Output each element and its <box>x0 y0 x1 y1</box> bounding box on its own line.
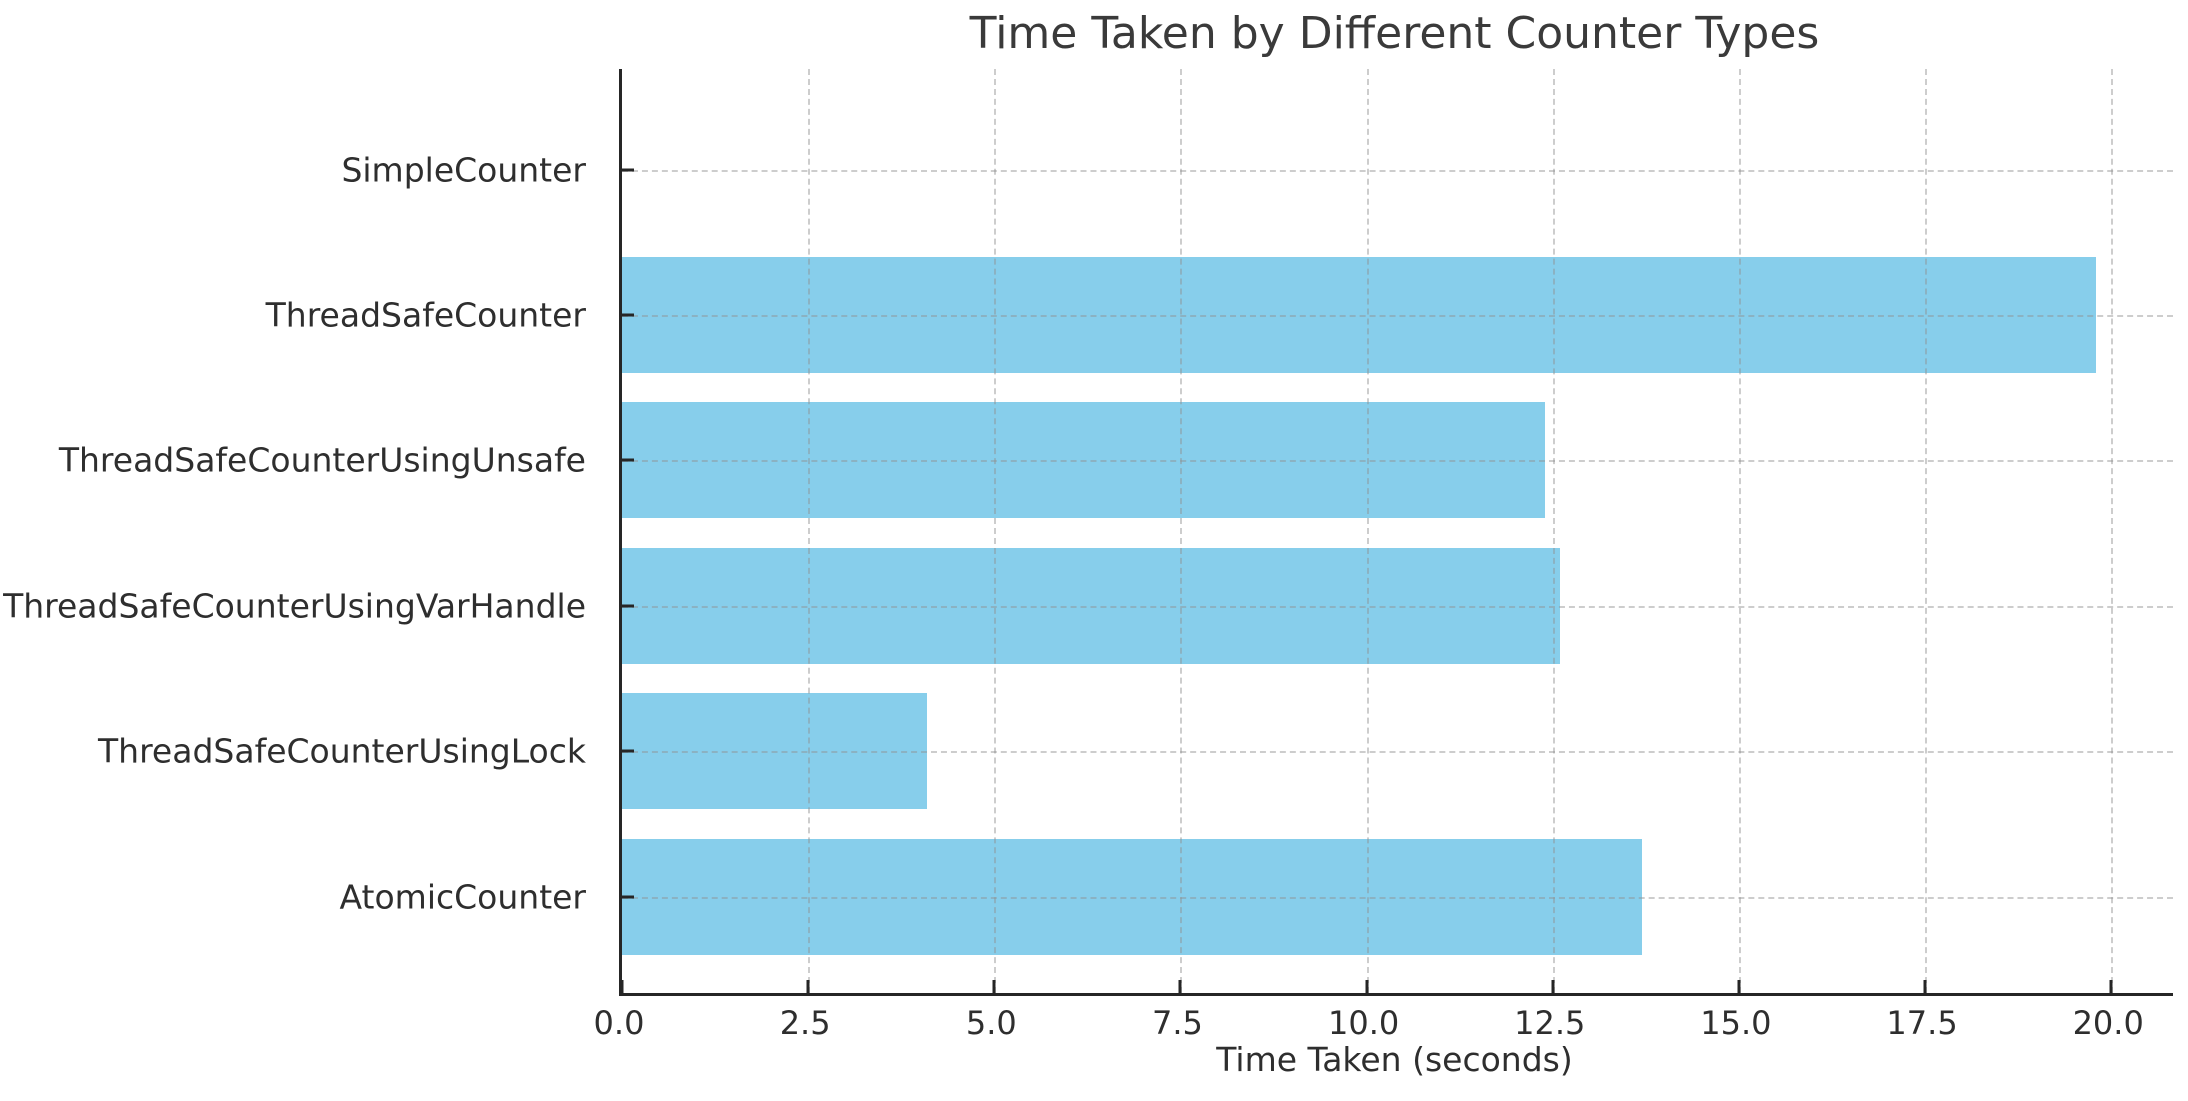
y-tick-label-ThreadSafeCounterUsingLock: ThreadSafeCounterUsingLock <box>98 731 586 771</box>
gridline-y-ThreadSafeCounterUsingVarHandle <box>622 605 2173 608</box>
x-tick-label-20.0: 20.0 <box>2072 1004 2144 1042</box>
x-tick-label-2.5: 2.5 <box>779 1004 831 1042</box>
gridline-x-20 <box>2111 69 2114 993</box>
gridline-x-10 <box>1366 69 1369 993</box>
x-tick-label-17.5: 17.5 <box>1886 1004 1958 1042</box>
bar-ThreadSafeCounterUsingVarHandle <box>622 547 1561 664</box>
y-tick-label-ThreadSafeCounterUsingUnsafe: ThreadSafeCounterUsingUnsafe <box>58 440 586 480</box>
gridline-x-5 <box>994 69 997 993</box>
gridline-x-17.5 <box>1925 69 1928 993</box>
gridline-x-7.5 <box>1180 69 1183 993</box>
bar-AtomicCounter <box>622 838 1643 955</box>
y-tick-mark-ThreadSafeCounterUsingVarHandle <box>622 604 634 608</box>
x-tick-mark-15 <box>1737 980 1741 993</box>
y-tick-mark-ThreadSafeCounter <box>622 313 634 317</box>
x-tick-label-12.5: 12.5 <box>1514 1004 1586 1042</box>
gridline-y-ThreadSafeCounter <box>622 314 2173 317</box>
x-axis-tick-labels: 0.0 2.5 5.0 7.5 10.0 12.5 15.0 17.5 20.0 <box>594 1004 2170 1046</box>
gridline-x-2.5 <box>808 69 811 993</box>
gridline-y-ThreadSafeCounterUsingUnsafe <box>622 460 2173 463</box>
x-tick-mark-7.5 <box>1178 980 1182 993</box>
x-tick-label-0.0: 0.0 <box>593 1004 645 1042</box>
x-tick-mark-12.5 <box>1551 980 1555 993</box>
x-tick-label-7.5: 7.5 <box>1151 1004 1203 1042</box>
gridline-x-12.5 <box>1552 69 1555 993</box>
y-tick-mark-ThreadSafeCounterUsingLock <box>622 749 634 753</box>
bar-ThreadSafeCounter <box>622 256 2097 373</box>
x-tick-mark-2.5 <box>806 980 810 993</box>
x-tick-mark-10 <box>1365 980 1369 993</box>
x-tick-label-10.0: 10.0 <box>1327 1004 1400 1042</box>
gridline-y-AtomicCounter <box>622 896 2173 899</box>
x-axis-label: Time Taken (seconds) <box>1216 1040 1573 1079</box>
bar-ThreadSafeCounterUsingLock <box>622 693 928 810</box>
y-axis-tick-labels: SimpleCounter ThreadSafeCounter ThreadSafe… <box>0 69 601 993</box>
plot-area <box>619 69 2173 996</box>
y-tick-label-AtomicCounter: AtomicCounter <box>339 877 586 917</box>
x-tick-label-5.0: 5.0 <box>965 1004 1017 1042</box>
gridline-x-15 <box>1738 69 1741 993</box>
x-tick-mark-17.5 <box>1923 980 1927 993</box>
y-tick-label-ThreadSafeCounter: ThreadSafeCounter <box>265 295 586 335</box>
chart-title: Time Taken by Different Counter Types <box>969 8 1820 59</box>
y-tick-mark-ThreadSafeCounterUsingUnsafe <box>622 458 634 462</box>
y-tick-mark-SimpleCounter <box>622 168 634 172</box>
x-tick-label-15.0: 15.0 <box>1700 1004 1772 1042</box>
bar-ThreadSafeCounterUsingUnsafe <box>622 402 1546 519</box>
x-tick-mark-5 <box>992 980 996 993</box>
y-tick-label-ThreadSafeCounterUsingVarHandle: ThreadSafeCounterUsingVarHandle <box>3 586 586 626</box>
x-tick-mark-20 <box>2109 980 2113 993</box>
gridline-y-SimpleCounter <box>622 169 2173 172</box>
y-tick-mark-AtomicCounter <box>622 895 634 899</box>
x-tick-mark-0 <box>620 980 624 993</box>
gridline-y-ThreadSafeCounterUsingLock <box>622 751 2173 754</box>
y-tick-label-SimpleCounter: SimpleCounter <box>341 150 586 190</box>
